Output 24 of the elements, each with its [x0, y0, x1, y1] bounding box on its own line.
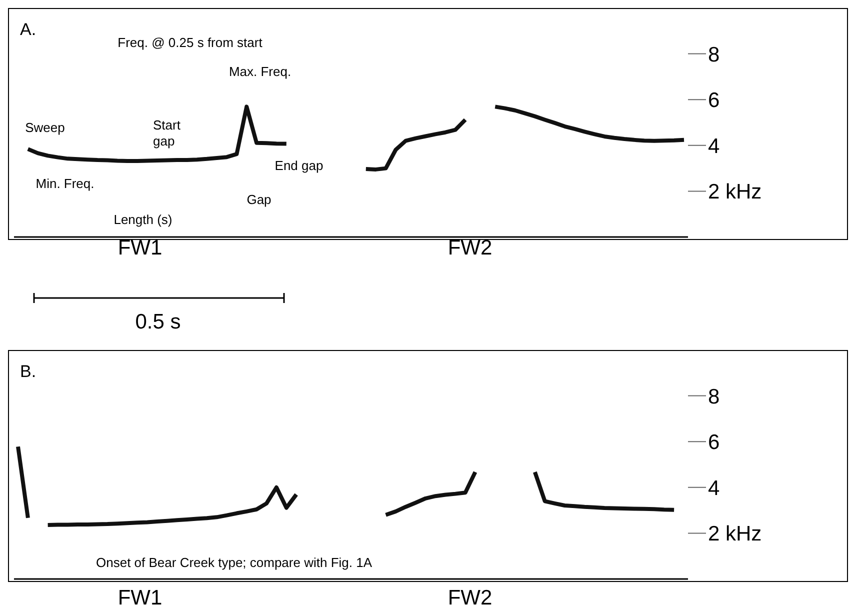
annotation: Onset of Bear Creek type; compare with Fig. 1A [96, 555, 372, 571]
y-tick-label: 8 [708, 43, 720, 66]
annotation: Sweep [25, 120, 65, 136]
y-tick-label: 2 kHz [708, 180, 762, 204]
annotation: End gap [274, 158, 324, 174]
annotation: Gap [246, 192, 272, 208]
annotation: FW2 [448, 235, 492, 261]
y-tick-label: 2 kHz [708, 522, 762, 546]
y-tick-label: 6 [708, 431, 720, 454]
text: 0.5 s [135, 309, 181, 335]
annotation: Length (s) [114, 212, 172, 228]
y-tick-label: 8 [708, 385, 720, 408]
text: B. [20, 362, 36, 381]
text: FW1 [118, 585, 162, 611]
y-tick-label: 4 [708, 476, 720, 500]
annotation: Max. Freq. [228, 64, 292, 80]
text: FW2 [448, 585, 492, 611]
annotation: Start gap [153, 117, 182, 149]
annotation: Freq. @ 0.25 s from start [118, 35, 262, 51]
text: A. [20, 20, 36, 39]
y-tick-label: 4 [708, 134, 720, 158]
annotation: FW1 [118, 235, 162, 261]
y-tick-label: 6 [708, 89, 720, 112]
annotation: Min. Freq. [36, 176, 94, 192]
